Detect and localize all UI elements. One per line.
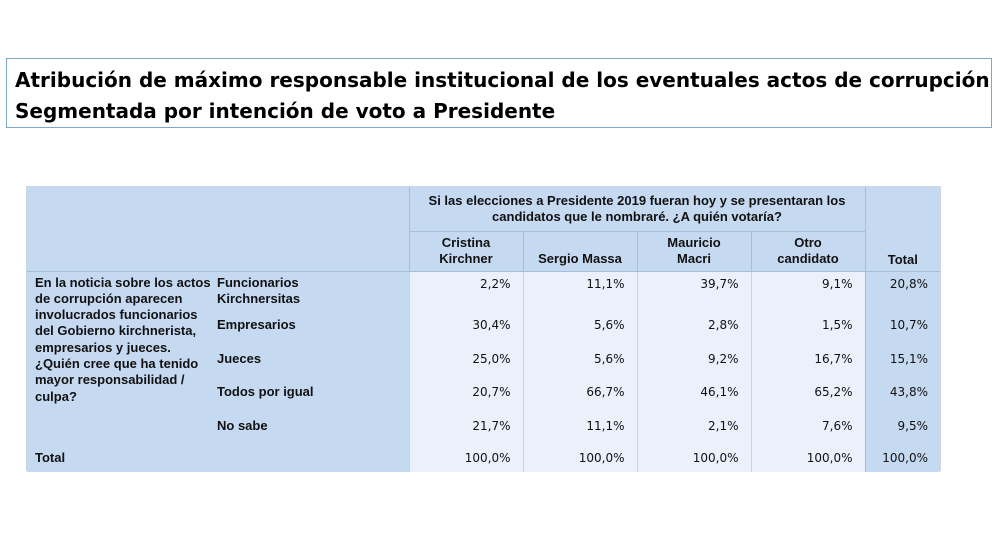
cell: 66,7%	[522, 373, 637, 408]
row-question: En la noticia sobre los actos de corrupc…	[27, 270, 217, 442]
cell: 20,7%	[408, 373, 523, 408]
column-header-macri: Mauricio Macri	[636, 230, 751, 271]
cell: 30,4%	[408, 306, 523, 341]
cell-total: 20,8%	[864, 270, 941, 307]
cell: 46,1%	[636, 373, 751, 408]
cell: 65,2%	[750, 373, 866, 408]
cell: 5,6%	[522, 340, 637, 374]
cell: 2,8%	[636, 306, 751, 341]
cell: 9,1%	[750, 270, 866, 307]
cell-total: 9,5%	[864, 407, 941, 442]
row-label-funcionarios: Funcionarios Kirchnersitas	[217, 270, 409, 307]
row-label-nosabe: No sabe	[217, 407, 409, 442]
header-corner	[27, 187, 409, 271]
total-header: Total	[864, 187, 941, 271]
title-box: Atribución de máximo responsable institu…	[6, 58, 992, 128]
cell: 2,2%	[408, 270, 523, 307]
cell: 1,5%	[750, 306, 866, 341]
cell-total: 43,8%	[864, 373, 941, 408]
cell-total: 10,7%	[864, 306, 941, 341]
question-header: Si las elecciones a Presidente 2019 fuer…	[408, 187, 866, 231]
row-label-empresarios: Empresarios	[217, 306, 409, 341]
cell: 100,0%	[750, 441, 866, 472]
title-line-2: Segmentada por intención de voto a Presi…	[15, 99, 556, 123]
cell-total: 100,0%	[864, 441, 941, 472]
column-header-otro: Otro candidato	[750, 230, 866, 271]
cell: 100,0%	[522, 441, 637, 472]
cell: 16,7%	[750, 340, 866, 374]
cell: 39,7%	[636, 270, 751, 307]
cell: 2,1%	[636, 407, 751, 442]
row-label-jueces: Jueces	[217, 340, 409, 374]
title-line-1: Atribución de máximo responsable institu…	[15, 68, 990, 92]
cell-total: 15,1%	[864, 340, 941, 374]
total-row-label: Total	[27, 441, 409, 472]
cell: 7,6%	[750, 407, 866, 442]
cell: 11,1%	[522, 270, 637, 307]
cell: 9,2%	[636, 340, 751, 374]
cell: 100,0%	[636, 441, 751, 472]
cell: 100,0%	[408, 441, 523, 472]
row-label-todos: Todos por igual	[217, 373, 409, 408]
cell: 25,0%	[408, 340, 523, 374]
column-header-kirchner: Cristina Kirchner	[408, 230, 523, 271]
column-header-massa: Sergio Massa	[522, 230, 637, 271]
cell: 21,7%	[408, 407, 523, 442]
cell: 5,6%	[522, 306, 637, 341]
cell: 11,1%	[522, 407, 637, 442]
crosstab-table: Si las elecciones a Presidente 2019 fuer…	[26, 186, 941, 472]
